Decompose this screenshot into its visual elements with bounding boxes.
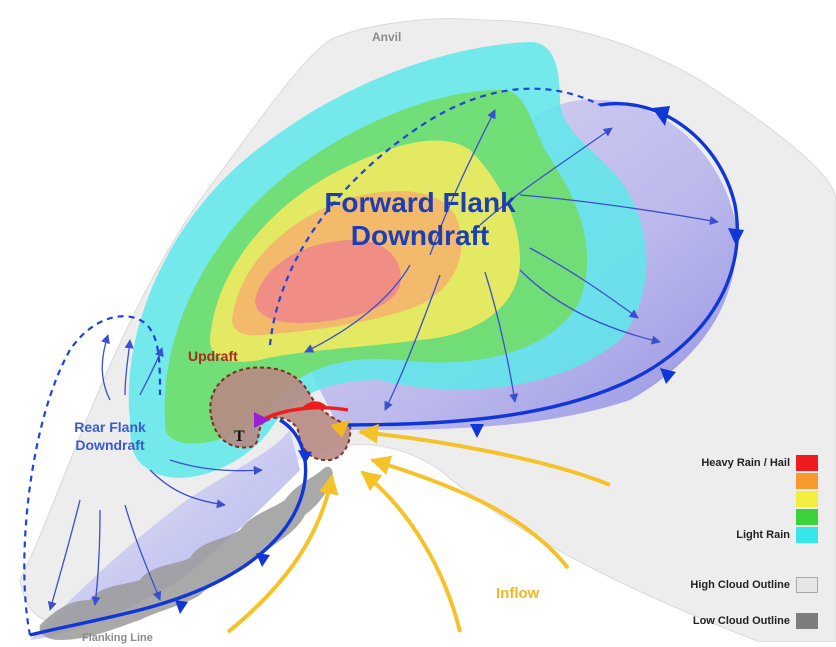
flanking-line-label: Flanking Line xyxy=(82,632,153,644)
inflow-marker xyxy=(330,420,350,438)
legend-high-cloud: High Cloud Outline xyxy=(690,579,790,591)
forward-flank-line: Forward Flank xyxy=(324,187,516,218)
anvil-label: Anvil xyxy=(372,30,402,44)
gust-front-line xyxy=(339,102,739,427)
rear-flank-line: Rear Flank xyxy=(74,419,146,435)
rfd-arrows xyxy=(47,334,263,611)
forward-flank-outline xyxy=(268,87,601,346)
rear-flank-outline xyxy=(23,315,162,636)
ffd-arrows xyxy=(304,109,719,411)
swatch-low-cloud xyxy=(796,613,818,629)
front-barbs xyxy=(175,106,744,614)
flanking-line-cloud xyxy=(39,466,333,640)
rear-flank-downdraft-label: Rear Flank Downdraft xyxy=(50,418,170,454)
hail-core xyxy=(255,240,401,323)
swatch-light xyxy=(796,527,818,543)
updraft-label: Updraft xyxy=(188,348,238,364)
tornado-marker-label: T xyxy=(234,428,245,445)
legend-heavy-rain: Heavy Rain / Hail xyxy=(701,457,790,469)
rear-flank-region xyxy=(30,430,300,640)
rear-downdraft-line: Downdraft xyxy=(75,437,145,453)
swatch-heavy xyxy=(796,455,818,471)
swatch-green xyxy=(796,509,818,525)
occlusion-marker xyxy=(254,412,270,428)
swatch-high-cloud xyxy=(796,577,818,593)
warm-front-bump xyxy=(300,401,328,410)
swatch-yellow xyxy=(796,491,818,507)
legend-light-rain: Light Rain xyxy=(736,529,790,541)
inflow-label: Inflow xyxy=(496,585,540,602)
downdraft-line: Downdraft xyxy=(350,220,490,251)
swatch-orange xyxy=(796,473,818,489)
forward-flank-downdraft-label: Forward Flank Downdraft xyxy=(300,186,540,252)
inflow-arrows xyxy=(226,423,611,634)
legend-low-cloud: Low Cloud Outline xyxy=(692,615,790,627)
